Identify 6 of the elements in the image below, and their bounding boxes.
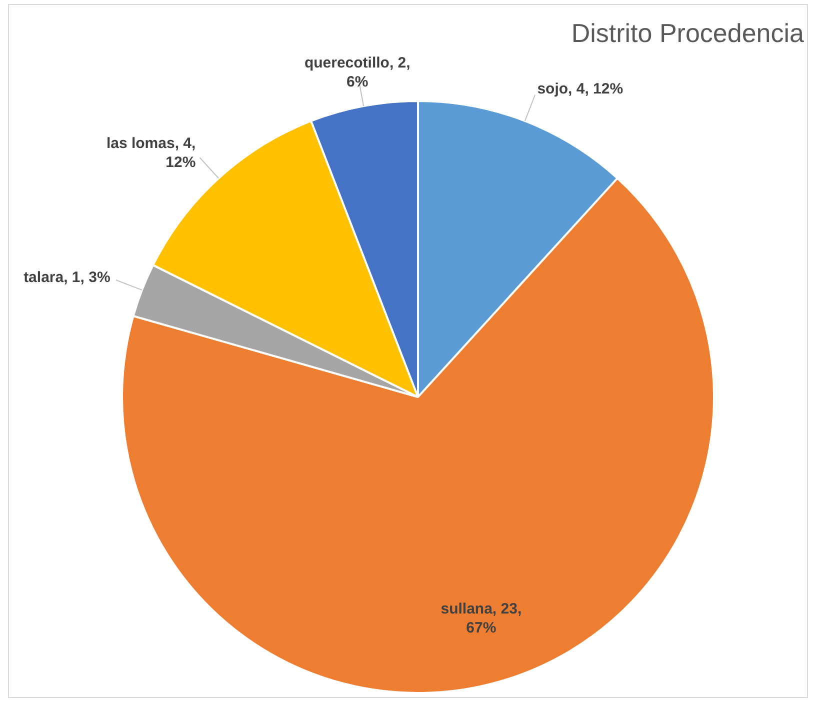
slice-label: las lomas, 4, 12% <box>106 134 196 171</box>
slice-label: sojo, 4, 12% <box>537 80 624 98</box>
slice-label: querecotillo, 2, 6% <box>304 54 410 90</box>
slice-label: talara, 1, 3% <box>24 268 110 286</box>
slice-label: sullana, 23, 67% <box>440 600 522 637</box>
chart-title: Distrito Procedencia <box>571 18 804 49</box>
